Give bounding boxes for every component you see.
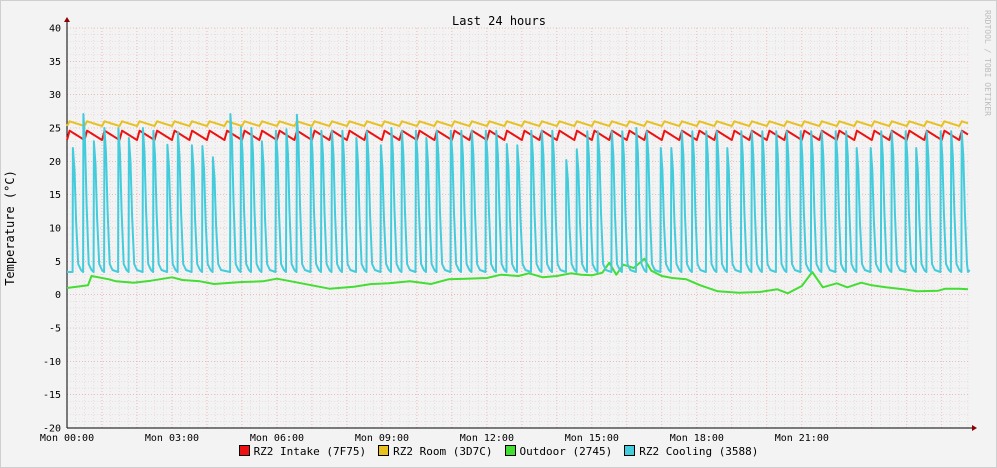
- legend-swatch: [504, 445, 516, 456]
- chart-title: Last 24 hours: [452, 14, 546, 28]
- legend-item: RZ2 Intake (7F75): [238, 445, 367, 458]
- x-tick-label: Mon 09:00: [355, 433, 409, 444]
- legend-item: RZ2 Cooling (3588): [624, 445, 758, 458]
- y-tick-label: -5: [49, 324, 61, 335]
- x-tick-label: Mon 12:00: [460, 433, 514, 444]
- x-tick-label: Mon 18:00: [670, 433, 724, 444]
- axes-layer: [64, 17, 977, 431]
- legend: RZ2 Intake (7F75) RZ2 Room (3D7C) Outdoor …: [0, 445, 997, 458]
- series-line-outdoor-2745: [66, 257, 969, 295]
- y-tick-label: -10: [43, 357, 61, 368]
- legend-swatch: [378, 445, 390, 456]
- series-line-rz2-cooling-3588: [67, 113, 971, 273]
- legend-item: RZ2 Room (3D7C): [378, 445, 493, 458]
- y-tick-label: 40: [49, 24, 61, 35]
- legend-label: Outdoor (2745): [519, 445, 613, 458]
- y-tick-label: 15: [49, 190, 61, 201]
- legend-label: RZ2 Cooling (3588): [639, 445, 759, 458]
- y-tick-label: 0: [55, 290, 61, 301]
- x-tick-label: Mon 21:00: [775, 433, 829, 444]
- y-axis-label: Temperature (°C): [3, 170, 17, 286]
- y-tick-label: 20: [49, 157, 61, 168]
- legend-label: RZ2 Intake (7F75): [253, 445, 367, 458]
- x-axis-arrow: [972, 425, 977, 431]
- legend-swatch: [238, 445, 250, 456]
- legend-item: Outdoor (2745): [504, 445, 613, 458]
- y-tick-label: 25: [49, 124, 61, 135]
- y-tick-label: 35: [49, 57, 61, 68]
- series-line-rz2-intake-7f75: [66, 129, 969, 141]
- watermark: RRDTOOL / TOBI OETIKER: [983, 10, 992, 116]
- legend-label: RZ2 Room (3D7C): [393, 445, 493, 458]
- y-tick-label: 30: [49, 90, 61, 101]
- x-tick-label: Mon 06:00: [250, 433, 304, 444]
- y-axis-arrow: [64, 17, 70, 22]
- legend-swatch: [624, 445, 636, 456]
- x-tick-label: Mon 15:00: [565, 433, 619, 444]
- y-tick-label: 10: [49, 224, 61, 235]
- x-tick-label: Mon 00:00: [40, 433, 94, 444]
- y-tick-label: 5: [55, 257, 61, 268]
- series-line-rz2-room-3d7c: [66, 120, 969, 127]
- y-tick-label: -20: [43, 424, 61, 435]
- series-layer: [66, 113, 971, 295]
- temperature-chart: Last 24 hours Temperature (°C) RRDTOOL /…: [3, 10, 992, 445]
- y-tick-label: -15: [43, 390, 61, 401]
- x-tick-label: Mon 03:00: [145, 433, 199, 444]
